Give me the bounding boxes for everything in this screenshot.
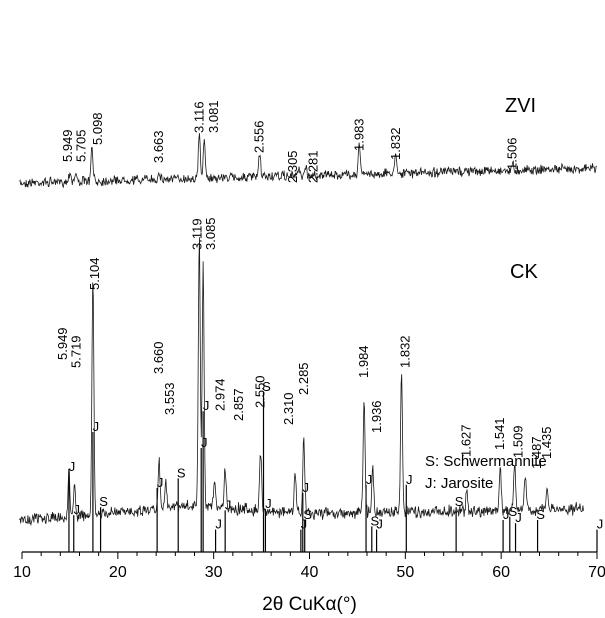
peak-label: 5.719 (69, 335, 84, 368)
legend-entry: J: Jarosite (425, 475, 493, 492)
peak-label: 2.305 (285, 150, 300, 183)
peak-label: 5.949 (55, 327, 70, 360)
peak-label: 5.705 (74, 129, 89, 162)
series-labels: ZVI CK (505, 95, 538, 283)
peak-label: 1.506 (505, 137, 520, 170)
reference-line-label: J (74, 502, 81, 517)
peak-label: 3.116 (191, 101, 206, 133)
peak-label: 1.832 (398, 335, 413, 368)
reference-line-label: S (177, 465, 186, 480)
peak-label: 3.553 (162, 382, 177, 415)
peak-label: 5.104 (87, 257, 102, 290)
peak-label: 3.085 (203, 217, 218, 250)
reference-line-label: J (597, 517, 604, 532)
reference-line-label: J (201, 435, 208, 450)
peak-label: 5.098 (90, 112, 105, 145)
x-axis: 10 20 30 40 50 60 70 (13, 551, 605, 581)
series-label-zvi: ZVI (505, 95, 536, 117)
x-tick-label: 20 (109, 564, 127, 581)
legend-entry: S: Schwermannite (425, 453, 547, 470)
diffraction-traces (19, 133, 597, 527)
reference-line-label: J (503, 507, 510, 522)
x-tick-label: 40 (301, 564, 319, 581)
peak-label: 3.663 (151, 130, 166, 163)
reference-line-label: J (301, 517, 308, 532)
peak-label: 1.983 (351, 118, 366, 151)
x-tick-label: 70 (588, 564, 605, 581)
peak-label: 1.832 (388, 127, 403, 160)
reference-line-label: J (366, 472, 373, 487)
reference-line-label: J (376, 517, 383, 532)
peak-label: 2.281 (306, 150, 321, 183)
peak-label: 1.627 (459, 424, 474, 457)
reference-line-label: S (262, 379, 271, 394)
legend: S: Schwermannite J: Jarosite (425, 453, 547, 492)
peak-label: 2.556 (252, 120, 267, 153)
reference-line-label: S (455, 494, 464, 509)
reference-line-label: J (303, 480, 310, 495)
x-tick-label: 60 (492, 564, 510, 581)
peak-label: 1.541 (492, 417, 507, 450)
reference-line-label: J (225, 497, 232, 512)
trace-ck (19, 237, 584, 527)
trace-zvi (19, 133, 597, 189)
peak-label: 2.974 (213, 378, 228, 411)
reference-line-label: J (515, 510, 522, 525)
peak-label: 3.081 (206, 100, 221, 133)
reference-line-label: S (303, 507, 312, 522)
peak-label: 1.509 (511, 425, 526, 458)
peak-label: 2.857 (231, 388, 246, 421)
reference-line-label: J (406, 472, 413, 487)
peak-label: 2.550 (253, 375, 268, 408)
peak-label: 2.285 (296, 362, 311, 395)
reference-line-label: J (69, 459, 76, 474)
x-tick-label: 10 (13, 564, 31, 581)
peak-label: 1.487 (529, 436, 544, 469)
peak-label: 3.660 (151, 341, 166, 374)
peak-label: 5.949 (60, 129, 75, 162)
reference-line-label: S (99, 494, 108, 509)
reference-line-label: J (215, 517, 222, 532)
peak-label: 1.936 (369, 400, 384, 433)
peak-label: 1.984 (356, 345, 371, 378)
x-tick-label: 50 (396, 564, 414, 581)
x-tick-label: 30 (205, 564, 223, 581)
reference-line-label: S (370, 513, 379, 528)
peak-label: 2.310 (281, 392, 296, 425)
reference-line-label: S (536, 507, 545, 522)
reference-line-label: J (93, 419, 100, 434)
peak-label: 3.119 (189, 218, 204, 250)
reference-line-label: J (203, 398, 210, 413)
reference-line-label: S (508, 504, 517, 519)
reference-line-label: J (265, 496, 272, 511)
x-axis-label: 2θ CuKα(°) (262, 594, 357, 615)
peak-label: 1.435 (539, 426, 554, 459)
series-label-ck: CK (510, 261, 538, 283)
